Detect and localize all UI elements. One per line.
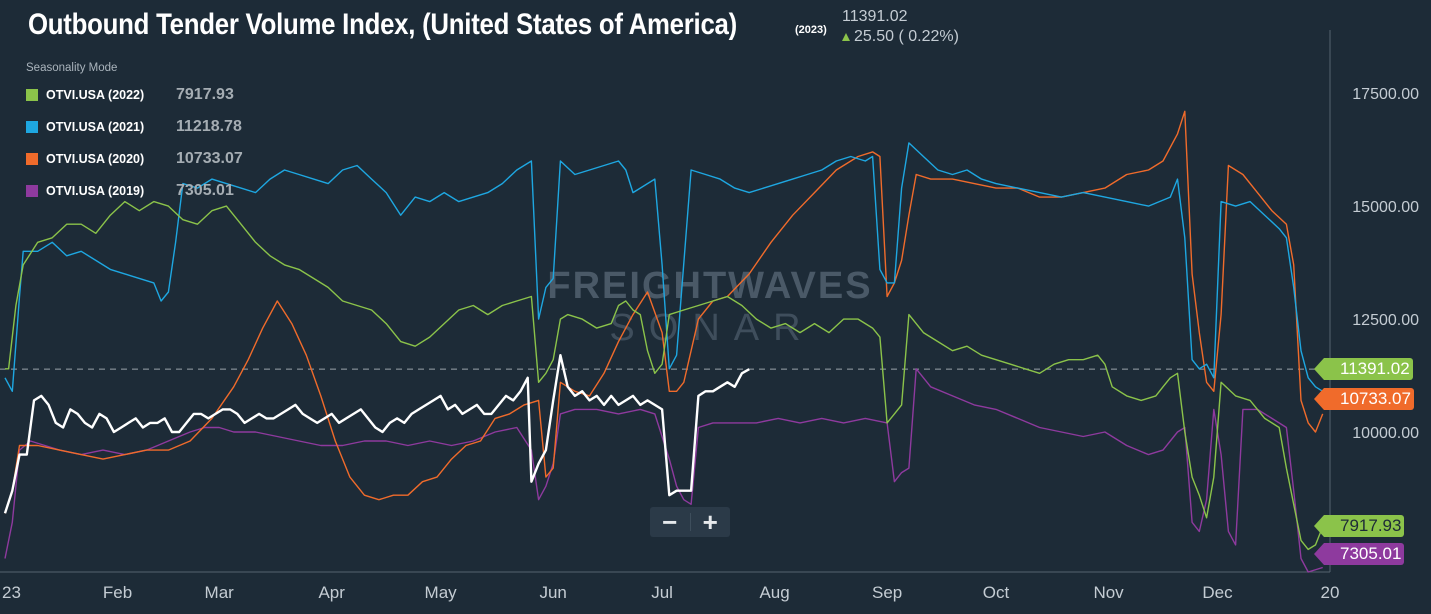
x-tick-label: 20 <box>1321 583 1340 602</box>
x-tick-label: May <box>425 583 458 602</box>
x-tick-label: 23 <box>2 583 21 602</box>
legend-value: 7305.01 <box>176 182 234 199</box>
legend-label: OTVI.USA (2019) <box>46 184 145 198</box>
x-tick-label: Dec <box>1202 583 1233 602</box>
x-tick-label: Oct <box>983 583 1010 602</box>
legend-value: 11218.78 <box>176 118 242 135</box>
legend-item[interactable]: OTVI.USA (2022) 7917.93 <box>26 79 243 111</box>
y-tick-label: 17500.00 <box>1352 86 1419 103</box>
legend-swatch <box>26 185 38 197</box>
legend-label: OTVI.USA (2020) <box>46 152 145 166</box>
legend-item[interactable]: OTVI.USA (2019) 7305.01 <box>26 175 243 207</box>
y-tick-label: 15000.00 <box>1352 199 1419 216</box>
up-arrow-icon <box>842 33 850 41</box>
x-tick-label: Mar <box>205 583 235 602</box>
x-tick-label: Jun <box>539 583 566 602</box>
chart-title: Outbound Tender Volume Index, (United St… <box>28 8 737 41</box>
watermark-line1: FREIGHTWAVES <box>547 265 872 307</box>
last-value: 11391.02 <box>842 8 908 25</box>
change-row: 25.50 ( 0.22%) <box>842 27 959 47</box>
legend-title: Seasonality Mode <box>26 62 118 74</box>
watermark-line2: SONAR <box>609 307 814 349</box>
price-tag: 7917.93 <box>1313 515 1405 538</box>
legend-value: 10733.07 <box>176 150 243 167</box>
change-value: 25.50 ( 0.22%) <box>854 28 959 45</box>
legend-item[interactable]: OTVI.USA (2020) 10733.07 <box>26 143 243 175</box>
legend-label: OTVI.USA (2022) <box>46 88 145 102</box>
series-line-otvi-usa-2021- <box>4 142 1324 392</box>
x-tick-label: Apr <box>318 583 345 602</box>
series-line-otvi-usa-2019- <box>4 368 1323 573</box>
axes-layer: 10000.00 12500.00 15000.00 17500.00 23 Feb Mar… <box>2 86 1419 602</box>
x-tick-label: Jul <box>651 583 673 602</box>
legend-swatch <box>26 89 38 101</box>
y-tick-label: 10000.00 <box>1352 425 1419 442</box>
quote-block: 11391.02 25.50 ( 0.22%) <box>842 7 959 47</box>
price-tag: 7305.01 <box>1313 542 1405 565</box>
legend: Seasonality Mode OTVI.USA (2022) 7917.93 O… <box>26 62 243 207</box>
zoom-divider <box>689 513 691 531</box>
price-tag: 11391.02 <box>1314 358 1413 381</box>
legend-label: OTVI.USA (2021) <box>46 120 145 134</box>
series-line-otvi-usa-2023- <box>3 354 750 514</box>
chart-frame <box>0 30 1331 573</box>
x-tick-label: Sep <box>872 583 902 602</box>
legend-swatch <box>26 121 38 133</box>
series-layer <box>3 110 1324 573</box>
series-line-otvi-usa-2020- <box>4 110 1324 514</box>
zoom-controls: − + <box>650 507 730 537</box>
x-tick-label: Aug <box>759 583 789 602</box>
title-year: (2023) <box>795 24 827 36</box>
legend-item[interactable]: OTVI.USA (2021) 11218.78 <box>26 111 243 143</box>
y-tick-label: 12500.00 <box>1352 312 1419 329</box>
x-tick-label: Nov <box>1093 583 1124 602</box>
zoom-out-button[interactable]: − <box>662 506 678 537</box>
zoom-in-button[interactable]: + <box>702 506 718 537</box>
series-line-otvi-usa-2022- <box>5 200 1324 551</box>
price-tag: 10733.07 <box>1314 387 1414 410</box>
legend-swatch <box>26 153 38 165</box>
x-tick-label: Feb <box>103 583 132 602</box>
legend-value: 7917.93 <box>176 86 234 103</box>
